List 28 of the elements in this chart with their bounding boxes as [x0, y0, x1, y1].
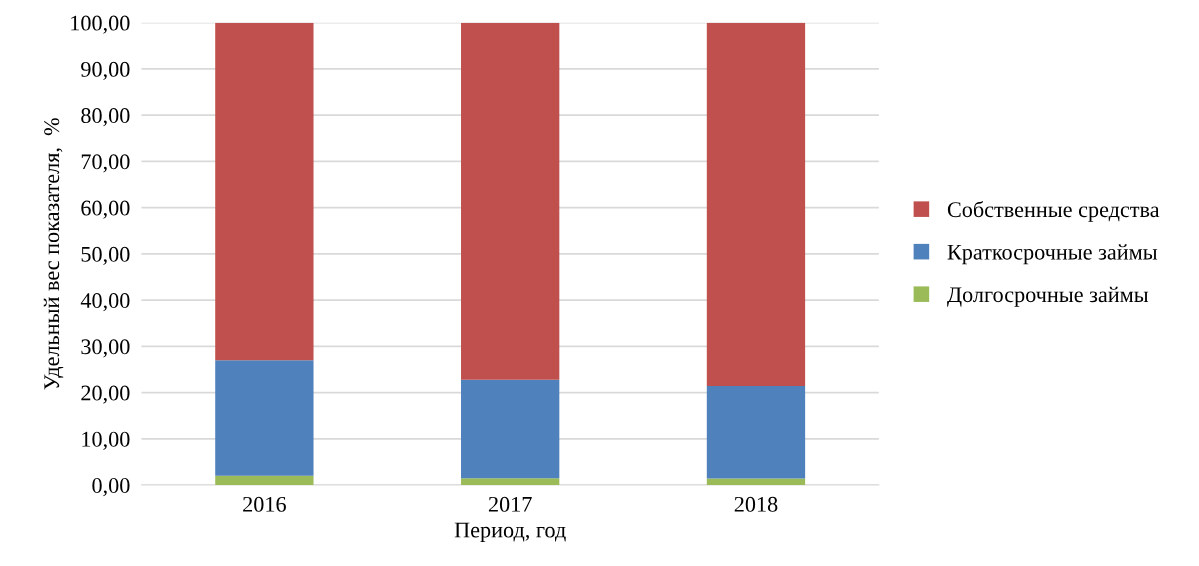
- bar: [215, 475, 314, 486]
- y-tick-label: 80,00: [81, 108, 130, 127]
- bar: [461, 478, 560, 486]
- y-tick-label: 0,00: [92, 477, 130, 497]
- legend-label: Собственные средства: [947, 201, 1160, 222]
- y-tick-label: 60,00: [81, 200, 130, 219]
- x-tick-label: 2017: [488, 496, 532, 512]
- y-axis-title: Удельный вес показателя, %: [43, 118, 64, 390]
- y-tick-label: 70,00: [81, 154, 130, 173]
- y-tick-label: 20,00: [81, 385, 130, 404]
- y-tick-label: 50,00: [81, 246, 130, 265]
- legend-label: Краткосрочные займы: [947, 244, 1158, 265]
- bar: [461, 379, 560, 479]
- y-tick-label: 100,00: [71, 15, 130, 34]
- bar: [706, 22, 806, 387]
- bar: [461, 22, 560, 380]
- bar: [706, 386, 806, 479]
- legend-label: Долгосрочные займы: [947, 286, 1149, 307]
- y-tick-label: 10,00: [82, 431, 130, 450]
- bar: [706, 478, 806, 486]
- y-tick-label: 30,00: [81, 339, 130, 358]
- x-tick-label: 2016: [243, 496, 286, 512]
- x-axis-title: Период, год: [454, 522, 566, 543]
- bar: [215, 22, 314, 361]
- x-tick-label: 2018: [734, 496, 778, 512]
- y-tick-label: 40,00: [80, 293, 130, 312]
- y-tick-label: 90,00: [81, 61, 130, 81]
- bar: [215, 360, 314, 476]
